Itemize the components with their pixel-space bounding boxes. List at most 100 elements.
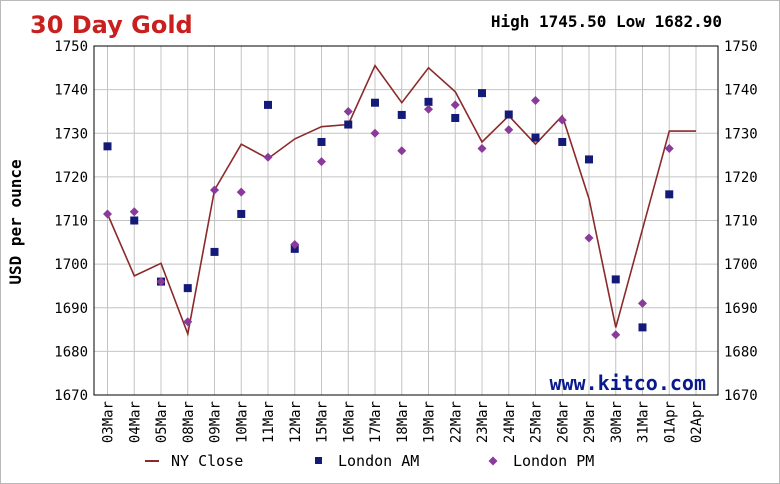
- x-tick-label: 26Mar: [555, 401, 571, 443]
- london-pm-point: [129, 207, 139, 217]
- y-tick-label-right: 1730: [724, 126, 758, 142]
- london-pm-point: [103, 209, 112, 219]
- y-tick-label-left: 1700: [54, 257, 88, 273]
- y-tick-label-right: 1680: [724, 344, 758, 360]
- x-tick-label: 15Mar: [315, 401, 331, 443]
- x-tick-label: 10Mar: [234, 401, 250, 443]
- chart-title: 30 Day Gold: [30, 11, 193, 39]
- y-tick-label-left: 1670: [54, 388, 88, 404]
- x-tick-label: 02Apr: [689, 401, 705, 443]
- y-tick-label-right: 1670: [724, 388, 758, 404]
- london-pm-point: [370, 128, 380, 138]
- y-tick-label-right: 1740: [724, 83, 758, 99]
- london-pm-point: [263, 152, 273, 162]
- london-pm-point: [424, 104, 433, 114]
- legend-diamond-swatch: [488, 456, 498, 466]
- london-pm-point: [450, 100, 460, 110]
- y-ticks-right: 1750 1740 1730 1720 1710 1700 1690 1680 1670: [724, 39, 758, 404]
- high-low-readout: High 1745.50 Low 1682.90: [491, 12, 722, 31]
- london-pm-point: [557, 115, 567, 125]
- y-tick-label-right: 1720: [724, 170, 758, 186]
- london-am-point: [237, 209, 246, 218]
- x-tick-label: 18Mar: [395, 401, 411, 443]
- london-pm-point: [504, 125, 514, 135]
- london-pm-point: [156, 277, 166, 287]
- x-tick-label: 25Mar: [529, 401, 545, 443]
- london-pm-point: [343, 106, 353, 116]
- x-tick-label: 03Mar: [101, 401, 117, 443]
- legend-item: London AM: [315, 452, 419, 470]
- y-tick-label-left: 1690: [54, 301, 88, 317]
- london-am-point: [371, 98, 379, 107]
- london-am-point: [638, 323, 647, 332]
- legend: NY Close London AM London PM: [145, 452, 594, 470]
- london-am-point: [130, 216, 139, 225]
- series-layer: [103, 64, 696, 340]
- x-tick-label: 29Mar: [582, 401, 598, 443]
- london-pm-point: [290, 239, 300, 249]
- y-tick-label-left: 1680: [54, 344, 88, 360]
- london-pm-point: [531, 96, 540, 106]
- london-am-point: [317, 137, 326, 146]
- ny-close-line: [106, 64, 696, 337]
- legend-item: London PM: [488, 452, 594, 470]
- x-tick-label: 08Mar: [181, 401, 197, 443]
- watermark: www.kitco.com: [549, 371, 706, 395]
- y-tick-label-right: 1750: [724, 39, 758, 55]
- series-ny-close: [106, 64, 696, 337]
- y-axis-label: USD per ounce: [6, 159, 25, 284]
- london-pm-point: [611, 330, 621, 340]
- series-london-am: [103, 89, 674, 332]
- london-am-point: [611, 275, 620, 284]
- x-tick-label: 24Mar: [502, 401, 518, 443]
- series-london-pm: [103, 96, 674, 340]
- london-pm-point: [210, 185, 219, 195]
- london-pm-point: [584, 233, 594, 243]
- london-am-point: [478, 89, 486, 98]
- y-tick-label-left: 1750: [54, 39, 88, 55]
- london-am-point: [558, 137, 567, 146]
- london-am-point: [504, 110, 513, 119]
- legend-item: NY Close: [145, 452, 243, 470]
- x-tick-label: 19Mar: [422, 401, 438, 443]
- legend-square-swatch: [315, 457, 322, 464]
- london-pm-point: [317, 157, 326, 167]
- y-tick-label-left: 1720: [54, 170, 88, 186]
- x-tick-label: 05Mar: [154, 401, 170, 443]
- legend-label: NY Close: [171, 452, 243, 470]
- plot-area-border: [93, 45, 719, 396]
- x-tick-label: 31Mar: [636, 401, 652, 443]
- london-am-point: [424, 97, 433, 106]
- x-tick-label: 09Mar: [208, 401, 224, 443]
- london-am-point: [210, 247, 219, 256]
- london-am-point: [103, 142, 112, 151]
- x-tick-label: 30Mar: [609, 401, 625, 443]
- legend-label: London AM: [338, 452, 419, 470]
- london-am-point: [264, 100, 272, 109]
- london-am-point: [451, 113, 460, 122]
- y-tick-label-right: 1690: [724, 301, 758, 317]
- y-tick-label-right: 1700: [724, 257, 758, 273]
- london-am-point: [585, 155, 593, 164]
- x-tick-label: 11Mar: [261, 401, 277, 443]
- x-tick-label: 04Mar: [127, 401, 143, 443]
- london-am-point: [531, 133, 540, 142]
- x-tick-label: 23Mar: [475, 401, 491, 443]
- y-tick-label-left: 1740: [54, 83, 88, 99]
- x-tick-label: 12Mar: [288, 401, 304, 443]
- x-ticks: 03Mar 04Mar 05Mar 08Mar 09Mar 10Mar 11Mar 12Mar…: [101, 401, 706, 443]
- x-tick-label: 16Mar: [341, 401, 357, 443]
- london-pm-point: [477, 144, 487, 154]
- legend-label: London PM: [513, 452, 594, 470]
- london-pm-point: [638, 298, 647, 308]
- london-am-point: [344, 120, 353, 129]
- x-tick-label: 17Mar: [368, 401, 384, 443]
- london-pm-point: [183, 317, 193, 327]
- london-am-point: [183, 284, 192, 293]
- london-pm-point: [664, 144, 674, 154]
- y-tick-label-left: 1710: [54, 214, 88, 230]
- y-tick-label-left: 1730: [54, 126, 88, 142]
- y-ticks-left: 1750 1740 1730 1720 1710 1700 1690 1680 1670: [54, 39, 88, 404]
- london-am-point: [665, 190, 674, 199]
